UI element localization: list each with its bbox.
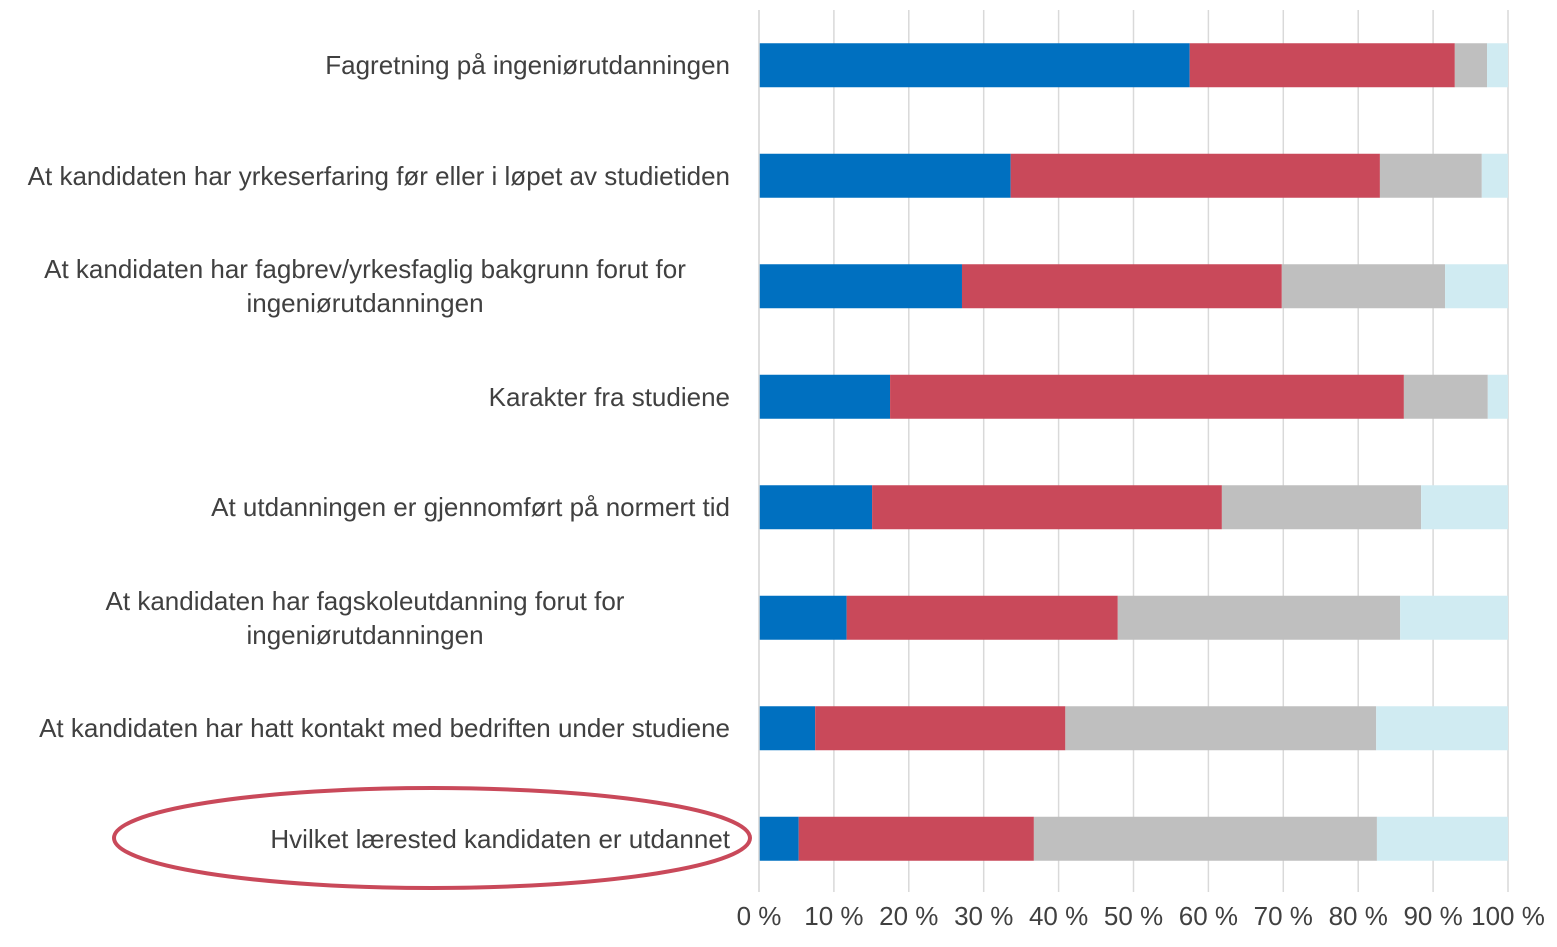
bar-segment <box>1487 374 1508 419</box>
bar-segment <box>1400 595 1508 640</box>
bar-segment <box>1487 43 1508 88</box>
bar-segment <box>798 816 1034 861</box>
bar-segment <box>1010 153 1380 198</box>
bar-segment <box>759 706 816 751</box>
bar-segment <box>815 706 1066 751</box>
category-label-box: At utdanningen er gjennomført på normert… <box>0 462 730 552</box>
y-tick-label: At kandidaten har fagbrev/yrkesfaglig ba… <box>44 254 686 319</box>
bar-segment <box>1403 374 1488 419</box>
bar-segment <box>759 43 1190 88</box>
bar-segment <box>1481 153 1508 198</box>
bar-segment <box>759 153 1011 198</box>
bar-segment <box>1445 264 1508 309</box>
bar-segment <box>759 595 847 640</box>
category-label-box: Hvilket lærested kandidaten er utdannet <box>0 794 730 884</box>
bar-segment <box>1065 706 1377 751</box>
bar-segment <box>872 485 1222 530</box>
x-tick-label: 90 % <box>1403 901 1462 931</box>
bar-segment <box>1454 43 1488 88</box>
x-tick-label: 80 % <box>1329 901 1388 931</box>
y-tick-label: Fagretning på ingeniørutdanningen <box>325 50 730 81</box>
y-tick-label: At kandidaten har yrkeserfaring før elle… <box>27 160 730 191</box>
category-label-box: At kandidaten har yrkeserfaring før elle… <box>0 131 730 221</box>
y-tick-label: At kandidaten har fagskoleutdanning foru… <box>105 585 625 650</box>
bar-segment <box>1281 264 1446 309</box>
bar-segment <box>1033 816 1377 861</box>
x-tick-label: 20 % <box>879 901 938 931</box>
x-tick-label: 60 % <box>1179 901 1238 931</box>
y-tick-label: Karakter fra studiene <box>488 381 730 412</box>
bar-segment <box>1221 485 1422 530</box>
bar-segment <box>759 264 962 309</box>
bar-segment <box>890 374 1404 419</box>
x-tick-label: 40 % <box>1029 901 1088 931</box>
category-label-box: At kandidaten har fagbrev/yrkesfaglig ba… <box>0 241 730 331</box>
category-label-box: At kandidaten har hatt kontakt med bedri… <box>0 683 730 773</box>
highlight-ellipse <box>112 786 752 890</box>
bar-segment <box>759 374 891 419</box>
category-label-box: At kandidaten har fagskoleutdanning foru… <box>0 573 730 663</box>
x-tick-label: 30 % <box>954 901 1013 931</box>
bar-segment <box>759 816 799 861</box>
category-label-box: Karakter fra studiene <box>0 352 730 442</box>
bar-segment <box>759 485 873 530</box>
y-tick-label: Hvilket lærested kandidaten er utdannet <box>270 823 730 854</box>
bar-segment <box>961 264 1282 309</box>
bar-segment <box>1379 153 1482 198</box>
x-tick-label: 100 % <box>1471 901 1545 931</box>
bar-segment <box>1376 706 1508 751</box>
bar-segment <box>1189 43 1455 88</box>
x-tick-label: 70 % <box>1254 901 1313 931</box>
x-tick-label: 50 % <box>1104 901 1163 931</box>
bar-segment <box>1117 595 1401 640</box>
y-tick-label: At utdanningen er gjennomført på normert… <box>211 492 730 523</box>
bar-segment <box>1421 485 1508 530</box>
category-label-box: Fagretning på ingeniørutdanningen <box>0 20 730 110</box>
x-tick-label: 0 % <box>737 901 782 931</box>
grid <box>758 10 1509 892</box>
y-tick-label: At kandidaten har hatt kontakt med bedri… <box>39 713 730 744</box>
x-tick-label: 10 % <box>804 901 863 931</box>
bar-segment <box>846 595 1118 640</box>
bar-segment <box>1376 816 1508 861</box>
